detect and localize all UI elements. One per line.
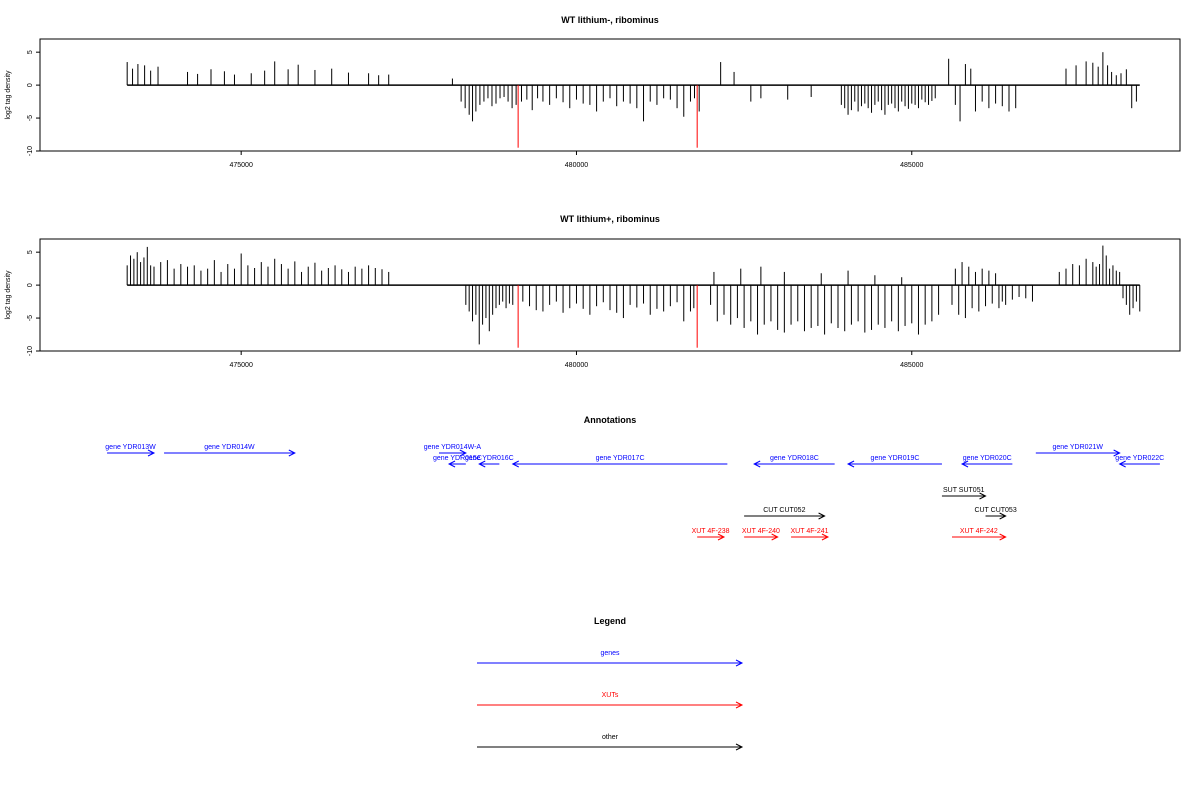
track-panel-lithium-minus: WT lithium-, ribominus log2 tag density … (5, 15, 1181, 169)
plot-frame (39, 238, 1181, 352)
annotation-arrow (511, 460, 728, 468)
annotation-arrow (1035, 449, 1121, 457)
annotation-label: gene YDR022C (1115, 455, 1164, 462)
y-axis-ticks: 5 0 -5 -10 (27, 250, 40, 356)
annotation-arrow (107, 449, 156, 457)
y-axis-label: log2 tag density (5, 70, 12, 120)
legend-arrow-head (735, 701, 744, 709)
legend: Legend genes XUTs other (477, 616, 744, 751)
annotation-arrow-head (821, 533, 830, 541)
x-tick-label: 480000 (565, 162, 588, 169)
annotation-label: XUT 4F-242 (960, 528, 998, 535)
legend-arrow-head (735, 659, 744, 667)
annotation-arrow (1118, 460, 1160, 468)
annotation-arrow (478, 460, 500, 468)
annotation-label: gene YDR021W (1053, 444, 1104, 451)
y-tick-label: -5 (27, 315, 34, 321)
legend-entries: genes XUTs other (477, 650, 744, 751)
x-axis-ticks: 475000 480000 485000 (229, 351, 924, 369)
x-tick-label: 485000 (900, 162, 923, 169)
annotation-arrow-head (717, 533, 726, 541)
y-tick-label: 0 (27, 283, 34, 287)
y-tick-label: 0 (27, 83, 34, 87)
annotation-arrow-head (753, 460, 761, 468)
annotation-arrow (960, 460, 1013, 468)
annotation-arrow (952, 533, 1007, 541)
annotation-arrow-head (147, 449, 156, 457)
annotation-label: XUT 4F-240 (742, 528, 780, 535)
annotation-arrow-head (960, 460, 969, 468)
legend-title: Legend (594, 616, 626, 626)
x-tick-label: 475000 (229, 162, 252, 169)
annotation-arrow (941, 492, 987, 500)
y-tick-label: -5 (27, 115, 34, 121)
y-axis-ticks: 5 0 -5 -10 (27, 50, 40, 156)
legend-label: other (602, 734, 619, 741)
y-tick-label: 5 (27, 50, 34, 54)
y-tick-label: 5 (27, 250, 34, 254)
annotation-label: gene YDR019C (871, 455, 920, 462)
legend-label: XUTs (602, 692, 619, 699)
annotation-arrow (744, 533, 779, 541)
annotation-arrow-head (1118, 460, 1126, 468)
annotation-arrow-head (478, 460, 486, 468)
density-bars (126, 245, 1141, 348)
annotation-label: gene YDR014W (204, 444, 255, 451)
x-tick-label: 485000 (900, 362, 923, 369)
annotation-arrow-head (1113, 449, 1121, 457)
annotation-label: XUT 4F-241 (791, 528, 829, 535)
annotation-arrow (447, 460, 466, 468)
plot-frame (39, 38, 1181, 152)
track-panel-lithium-plus: WT lithium+, ribominus log2 tag density … (5, 214, 1181, 369)
annotation-label: gene YDR013W (105, 444, 156, 451)
annotation-track: Annotations gene YDR013W gene YDR014W gene… (105, 415, 1164, 541)
annotation-label: gene YDR017C (596, 455, 645, 462)
annotation-arrow-head (771, 533, 779, 541)
annotation-arrow-head (846, 460, 855, 468)
annotation-label: gene YDR016C (465, 455, 514, 462)
annotation-features: gene YDR013W gene YDR014W gene YDR014W-A ge… (105, 444, 1164, 541)
y-tick-label: -10 (27, 346, 34, 356)
annotation-arrow (985, 512, 1007, 520)
annotation-arrow-head (818, 512, 826, 520)
annotation-arrow (791, 533, 830, 541)
legend-arrow-head (735, 743, 744, 751)
annotation-label: CUT CUT053 (974, 507, 1016, 514)
annotation-arrow-head (999, 512, 1007, 520)
annotation-label: gene YDR018C (770, 455, 819, 462)
x-tick-label: 475000 (229, 362, 252, 369)
legend-arrow (477, 743, 744, 751)
annotation-label: gene YDR020C (963, 455, 1012, 462)
annotation-arrow-head (459, 449, 467, 457)
annotation-arrow (753, 460, 835, 468)
annotations-title: Annotations (584, 415, 637, 425)
x-axis-ticks: 475000 480000 485000 (229, 151, 924, 169)
density-bars (126, 52, 1140, 148)
legend-label: genes (600, 650, 620, 657)
legend-arrow (477, 701, 744, 709)
x-tick-label: 480000 (565, 362, 588, 369)
panel-title: WT lithium-, ribominus (561, 15, 659, 25)
annotation-label: gene YDR014W-A (424, 444, 482, 451)
annotation-arrow-head (979, 492, 987, 500)
y-tick-label: -10 (27, 146, 34, 156)
annotation-arrow-head (511, 460, 519, 468)
annotation-arrow (846, 460, 942, 468)
legend-arrow (477, 659, 744, 667)
annotation-arrow-head (288, 449, 296, 457)
annotation-label: gene YDR015C (433, 455, 482, 462)
annotation-label: XUT 4F-238 (692, 528, 730, 535)
annotation-arrow-head (447, 460, 456, 468)
annotation-arrow (164, 449, 296, 457)
annotation-label: SUT SUT051 (943, 487, 985, 494)
panel-title: WT lithium+, ribominus (560, 214, 660, 224)
annotation-arrow (744, 512, 826, 520)
annotation-arrow-head (999, 533, 1007, 541)
annotation-arrow (697, 533, 726, 541)
annotation-arrow (439, 449, 467, 457)
annotation-label: CUT CUT052 (763, 507, 805, 514)
y-axis-label: log2 tag density (5, 270, 12, 320)
